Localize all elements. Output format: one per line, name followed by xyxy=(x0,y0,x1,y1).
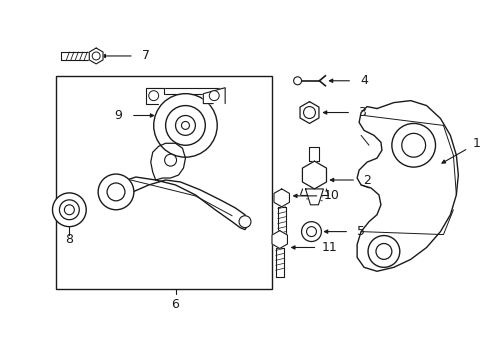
Polygon shape xyxy=(300,102,319,123)
Circle shape xyxy=(307,227,317,237)
Circle shape xyxy=(376,243,392,260)
Text: 9: 9 xyxy=(114,109,122,122)
Text: 5: 5 xyxy=(357,225,365,238)
Circle shape xyxy=(98,174,134,210)
Text: 1: 1 xyxy=(472,137,480,150)
Circle shape xyxy=(149,91,159,100)
Polygon shape xyxy=(302,161,326,189)
Polygon shape xyxy=(306,189,323,205)
Text: 6: 6 xyxy=(172,297,179,311)
Circle shape xyxy=(392,123,436,167)
Text: 8: 8 xyxy=(65,233,74,246)
Text: 7: 7 xyxy=(142,49,150,63)
Bar xyxy=(56,76,272,289)
Circle shape xyxy=(154,94,217,157)
Circle shape xyxy=(92,52,100,60)
Text: 4: 4 xyxy=(360,74,368,87)
Circle shape xyxy=(107,183,125,201)
Circle shape xyxy=(52,193,86,227)
Text: 3: 3 xyxy=(358,106,366,119)
Circle shape xyxy=(303,107,316,118)
Text: 10: 10 xyxy=(323,189,339,202)
Circle shape xyxy=(402,133,426,157)
Polygon shape xyxy=(113,177,248,230)
Polygon shape xyxy=(146,88,164,104)
Circle shape xyxy=(59,200,79,220)
Circle shape xyxy=(301,222,321,242)
Polygon shape xyxy=(357,100,458,271)
Circle shape xyxy=(175,116,196,135)
Circle shape xyxy=(181,121,190,129)
Polygon shape xyxy=(274,189,290,207)
Polygon shape xyxy=(89,48,103,64)
Polygon shape xyxy=(203,88,225,104)
Circle shape xyxy=(239,216,251,228)
Circle shape xyxy=(165,154,176,166)
Circle shape xyxy=(368,235,400,267)
Circle shape xyxy=(64,205,74,215)
Text: 11: 11 xyxy=(321,241,337,254)
Polygon shape xyxy=(272,231,288,248)
Polygon shape xyxy=(151,143,185,180)
Text: 2: 2 xyxy=(363,174,371,186)
Circle shape xyxy=(294,77,301,85)
Circle shape xyxy=(209,91,219,100)
Circle shape xyxy=(166,105,205,145)
